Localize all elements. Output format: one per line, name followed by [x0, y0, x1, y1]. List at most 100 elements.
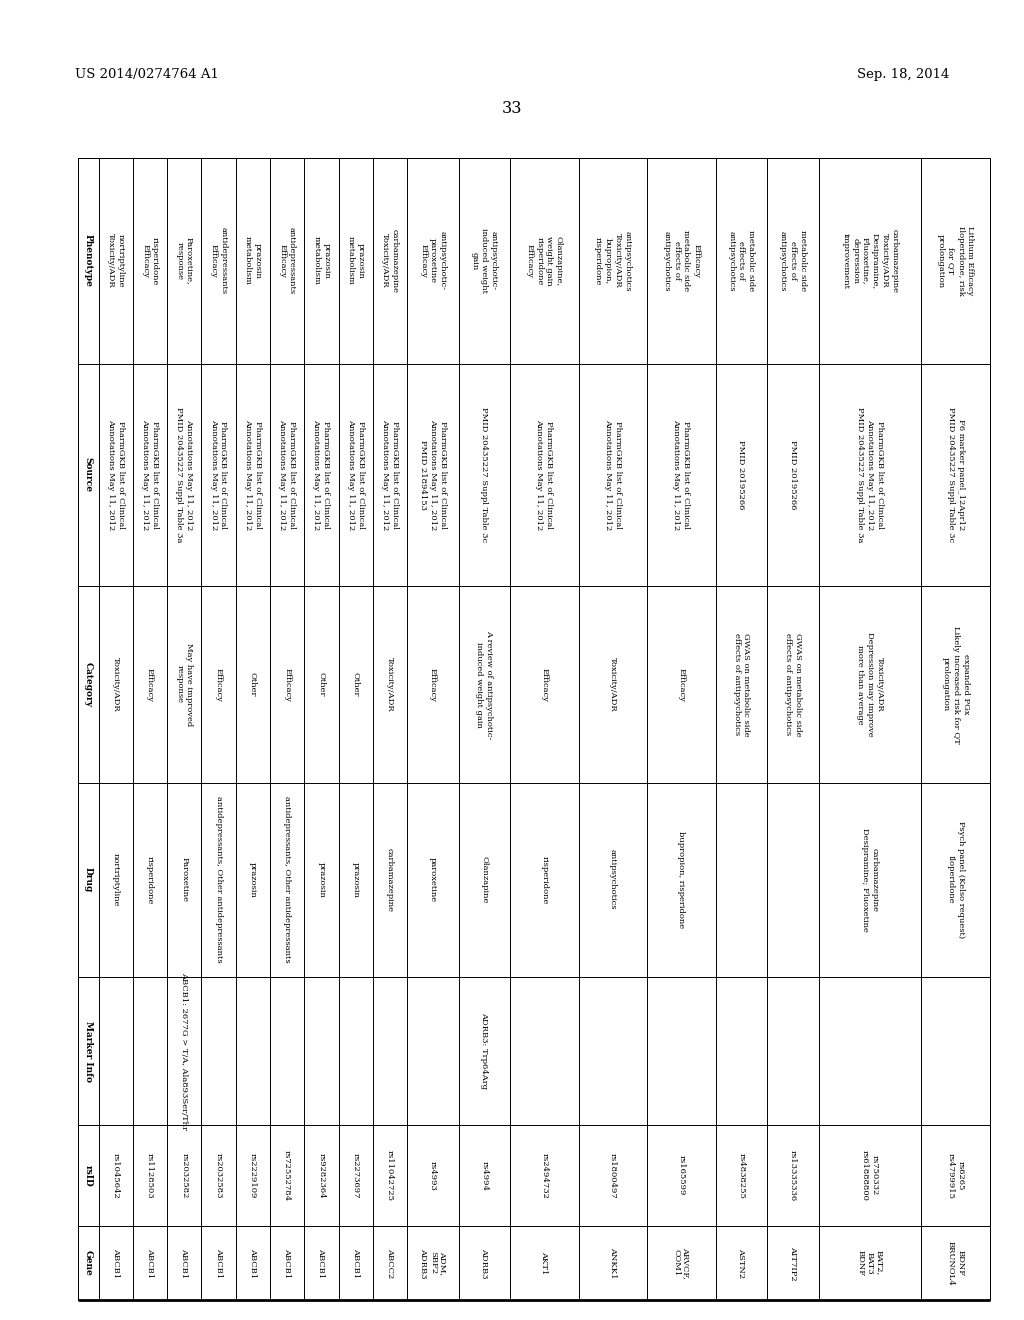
Text: PharmGKB list of Clinical
Annotations May 11, 2012
PMID 20435227 Suppl Table 3a: PharmGKB list of Clinical Annotations Ma…	[856, 407, 884, 543]
Text: rs2494732: rs2494732	[541, 1152, 548, 1199]
Text: Efficacy: Efficacy	[215, 668, 222, 701]
Text: rs2273697: rs2273697	[351, 1152, 359, 1199]
Text: PharmGKB list of Clinical
Annotations May 11, 2012: PharmGKB list of Clinical Annotations Ma…	[210, 420, 227, 531]
Text: ABCB1: ABCB1	[249, 1247, 257, 1278]
Text: Toxicity/ADR
Depression may improve
more than average: Toxicity/ADR Depression may improve more…	[856, 632, 884, 737]
Text: prazosin: prazosin	[317, 862, 326, 898]
Text: risperidone: risperidone	[146, 855, 154, 904]
Text: ADM,
SBF2
ADRB3: ADM, SBF2 ADRB3	[419, 1247, 446, 1278]
Text: rs4838255: rs4838255	[737, 1152, 745, 1199]
Text: metabolic side
effects of
antipsychotics: metabolic side effects of antipsychotics	[728, 230, 756, 292]
Text: rs2032582: rs2032582	[180, 1152, 188, 1199]
Text: ARVCF,
COM1: ARVCF, COM1	[673, 1247, 690, 1279]
Text: nortriptyline: nortriptyline	[112, 853, 120, 907]
Text: Source: Source	[84, 458, 93, 492]
Text: PharmGKB list of Clinical
Annotations May 11, 2012: PharmGKB list of Clinical Annotations Ma…	[604, 420, 622, 531]
Text: Efficacy
metabolic side
effects of
antipsychotics: Efficacy metabolic side effects of antip…	[663, 230, 700, 292]
Text: prazosin
metabolism: prazosin metabolism	[347, 236, 365, 285]
Text: ASTN2: ASTN2	[737, 1247, 745, 1278]
Text: Olanzapine,
weight gain
risperidone
Efficacy: Olanzapine, weight gain risperidone Effi…	[525, 236, 563, 286]
Text: Category: Category	[84, 661, 93, 708]
Text: Efficacy: Efficacy	[678, 668, 685, 701]
Text: carbamazepine: carbamazepine	[386, 847, 394, 912]
Text: Paroxetine: Paroxetine	[180, 857, 188, 903]
Text: antidepressants, Other antidepressants: antidepressants, Other antidepressants	[284, 796, 291, 964]
Text: prazosin
metabolism: prazosin metabolism	[244, 236, 262, 285]
Text: Toxicity/ADR: Toxicity/ADR	[386, 657, 394, 711]
Text: prazosin: prazosin	[351, 862, 359, 898]
Text: metabolic side
effects of
antipsychotics: metabolic side effects of antipsychotics	[779, 230, 807, 292]
Text: Efficacy: Efficacy	[146, 668, 154, 701]
Text: bupropion, risperidone: bupropion, risperidone	[678, 832, 685, 928]
Text: carbamazepine
Toxicity/ADR
Desipramine,
Fluoxetine,
depression
improvement: carbamazepine Toxicity/ADR Desipramine, …	[842, 228, 898, 293]
Text: carbamazepine
Toxicity/ADR: carbamazepine Toxicity/ADR	[381, 228, 399, 293]
Text: Other: Other	[351, 672, 359, 697]
Text: rs72552784: rs72552784	[284, 1150, 291, 1201]
Text: PharmGKB list of Clinical
Annotations May 11, 2012: PharmGKB list of Clinical Annotations Ma…	[673, 420, 690, 531]
Text: rs2229109: rs2229109	[249, 1152, 257, 1199]
Text: ABCB1: ABCB1	[180, 1247, 188, 1278]
Text: ABCB1: ABCB1	[112, 1247, 120, 1278]
Text: nortriptyline
Toxicity/ADR: nortriptyline Toxicity/ADR	[106, 234, 125, 288]
Text: Annotations May 11, 2012
PMID 20435227 Suppl Table 3a: Annotations May 11, 2012 PMID 20435227 S…	[175, 407, 194, 543]
Text: GWAS on metabolic side
effects of antipsychotics: GWAS on metabolic side effects of antips…	[784, 632, 802, 737]
Text: risperidone
Efficacy: risperidone Efficacy	[141, 236, 159, 285]
Text: PharmGKB list of Clinical
Annotations May 11, 2012: PharmGKB list of Clinical Annotations Ma…	[381, 420, 399, 531]
Text: rs6265
rs4799915: rs6265 rs4799915	[947, 1152, 965, 1199]
Text: AKT1: AKT1	[541, 1251, 548, 1275]
Text: rs11042725: rs11042725	[386, 1150, 394, 1201]
Text: Lithium Efficacy
Iloperidone, risk
for QT
prolongation: Lithium Efficacy Iloperidone, risk for Q…	[937, 226, 975, 296]
Text: PharmGKB list of Clinical
Annotations May 11, 2012: PharmGKB list of Clinical Annotations Ma…	[106, 420, 125, 531]
Text: rs1800497: rs1800497	[609, 1152, 616, 1199]
Text: PharmGKB list of Clinical
Annotations May 11, 2012: PharmGKB list of Clinical Annotations Ma…	[347, 420, 365, 531]
Text: Phenotype: Phenotype	[84, 235, 93, 288]
Text: PharmGKB list of Clinical
Annotations May 11, 2012: PharmGKB list of Clinical Annotations Ma…	[141, 420, 159, 531]
Text: rsID: rsID	[84, 1164, 93, 1187]
Text: rs9282364: rs9282364	[317, 1152, 326, 1199]
Text: PharmGKB list of Clinical
Annotations May 11, 2012
PMID 21894153: PharmGKB list of Clinical Annotations Ma…	[419, 420, 446, 531]
Text: antipsychotic-
induced weight
gain: antipsychotic- induced weight gain	[470, 228, 498, 293]
Text: ABCC2: ABCC2	[386, 1247, 394, 1278]
Text: US 2014/0274764 A1: US 2014/0274764 A1	[75, 69, 219, 81]
Text: May have improved
response: May have improved response	[175, 643, 194, 726]
Text: antipsychotics
Toxicity/ADR
bupropion,
risperidone: antipsychotics Toxicity/ADR bupropion, r…	[594, 231, 632, 290]
Text: Toxicity/ADR: Toxicity/ADR	[112, 657, 120, 711]
Text: PharmGKB list of Clinical
Annotations May 11, 2012: PharmGKB list of Clinical Annotations Ma…	[244, 420, 262, 531]
Text: antidepressants
Efficacy: antidepressants Efficacy	[210, 227, 227, 294]
Text: expanded PGx
Likely increased risk for QT
prolongation: expanded PGx Likely increased risk for Q…	[942, 626, 970, 743]
Text: GWAS on metabolic side
effects of antipsychotics: GWAS on metabolic side effects of antips…	[732, 632, 751, 737]
Text: ANKK1: ANKK1	[609, 1247, 616, 1279]
Text: rs1128503: rs1128503	[146, 1152, 154, 1199]
Text: PharmGKB list of Clinical
Annotations May 11, 2012: PharmGKB list of Clinical Annotations Ma…	[279, 420, 296, 531]
Text: PMID 20435227 Suppl Table 3c: PMID 20435227 Suppl Table 3c	[480, 408, 488, 543]
Text: Olanzapine: Olanzapine	[480, 857, 488, 903]
Text: rs13335336: rs13335336	[788, 1150, 797, 1201]
Text: PMID 20195266: PMID 20195266	[737, 440, 745, 510]
Text: PMID 20195266: PMID 20195266	[788, 440, 797, 510]
Text: ABCB1: ABCB1	[317, 1247, 326, 1278]
Text: AIT7IP2: AIT7IP2	[788, 1246, 797, 1280]
Text: A review of antipsychotic-
induced weight gain: A review of antipsychotic- induced weigh…	[475, 630, 494, 739]
Text: Efficacy: Efficacy	[541, 668, 548, 701]
Text: BDNF
BRUNOL4: BDNF BRUNOL4	[947, 1241, 965, 1286]
Text: rs1045642: rs1045642	[112, 1152, 120, 1199]
Text: paroxetine: paroxetine	[429, 857, 437, 903]
Text: F6 marker panel_12Apr12
PMID 20435227 Suppl Table 3c: F6 marker panel_12Apr12 PMID 20435227 Su…	[947, 408, 965, 543]
Text: carbamazepine
Desipramine; Fluoxetine: carbamazepine Desipramine; Fluoxetine	[861, 828, 879, 932]
Text: Sep. 18, 2014: Sep. 18, 2014	[857, 69, 949, 81]
Text: antidepressants
Efficacy: antidepressants Efficacy	[279, 227, 296, 294]
Text: Drug: Drug	[84, 867, 93, 892]
Text: ABCB1: 2677G > T/A, Ala893Ser/Thr: ABCB1: 2677G > T/A, Ala893Ser/Thr	[180, 972, 188, 1130]
Text: 33: 33	[502, 100, 522, 117]
Text: rs4993: rs4993	[429, 1160, 437, 1191]
Text: ADRB3: Trp64Arg: ADRB3: Trp64Arg	[480, 1012, 488, 1089]
Text: antipsychotics: antipsychotics	[609, 850, 616, 909]
Text: Efficacy: Efficacy	[284, 668, 291, 701]
Text: prazosin
metabolism: prazosin metabolism	[312, 236, 331, 285]
Text: antipsychotic-
paroxetine
Efficacy: antipsychotic- paroxetine Efficacy	[419, 231, 446, 290]
Text: Gene: Gene	[84, 1250, 93, 1275]
Text: risperidone: risperidone	[541, 855, 548, 904]
Text: Other: Other	[249, 672, 257, 697]
Text: Other: Other	[317, 672, 326, 697]
Text: ABCB1: ABCB1	[351, 1247, 359, 1278]
